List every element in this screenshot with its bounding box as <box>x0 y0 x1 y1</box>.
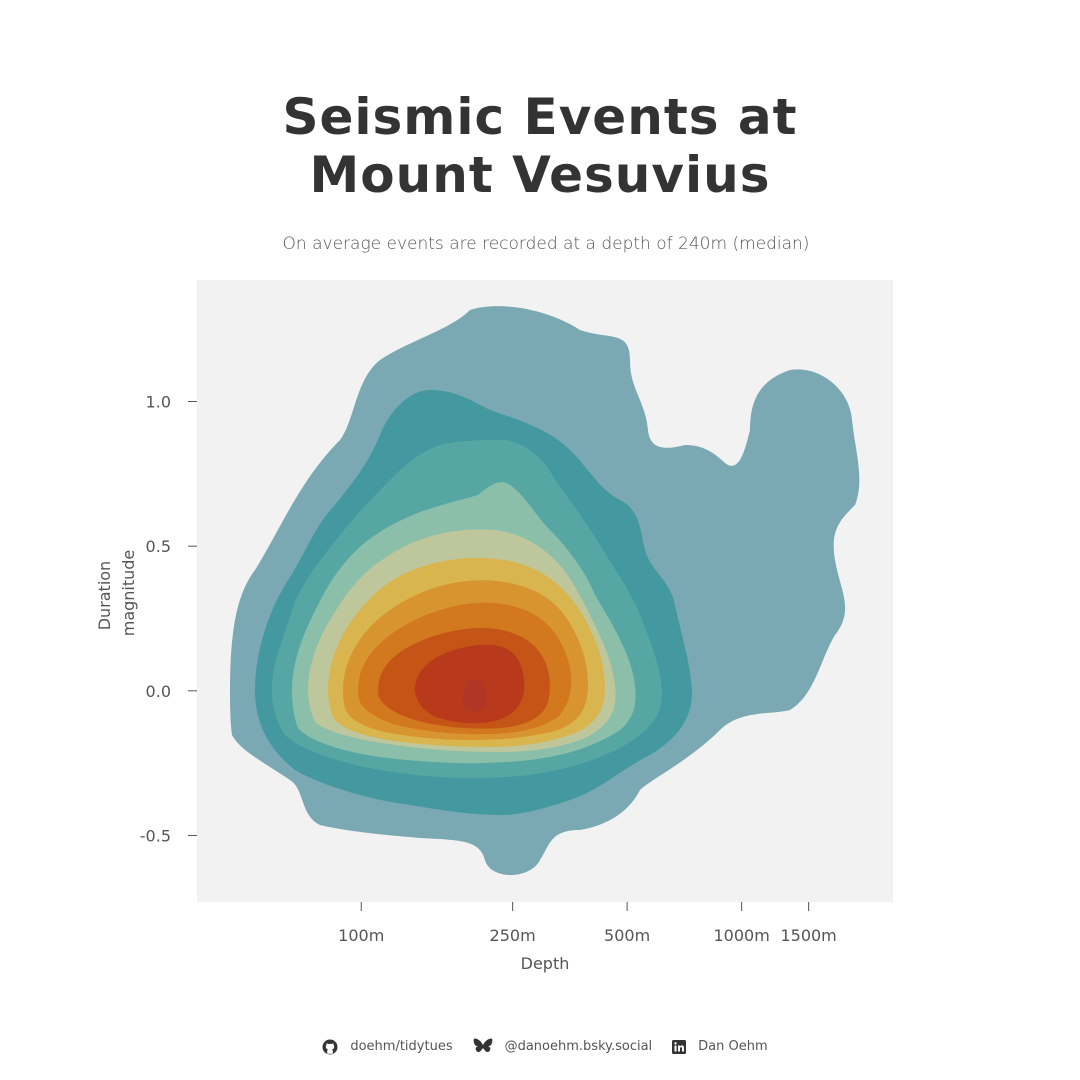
footer-linkedin[interactable]: Dan Oehm <box>672 1039 768 1054</box>
x-tick-label-4: 1500m <box>780 926 836 945</box>
x-tick-label-3: 1000m <box>713 926 769 945</box>
y-axis-title-line-1: Duration <box>95 561 114 631</box>
x-tick-label-2: 500m <box>604 926 650 945</box>
title-line-1: Seismic Events at <box>282 88 798 146</box>
linkedin-icon <box>672 1039 687 1054</box>
github-icon <box>322 1039 338 1054</box>
x-tick-label-0: 100m <box>338 926 384 945</box>
y-tick-label-0: 1.0 <box>146 393 171 412</box>
github-handle: doehm/tidytues <box>350 1039 453 1054</box>
footer: doehm/tidytues @danoehm.bsky.social Dan … <box>0 1038 1080 1055</box>
x-axis-title: Depth <box>521 954 570 973</box>
x-axis: 100m 250m 500m 1000m 1500m <box>338 902 837 945</box>
linkedin-name: Dan Oehm <box>698 1039 768 1054</box>
density-level-11 <box>462 678 487 712</box>
y-tick-label-1: 0.5 <box>146 537 171 556</box>
y-axis: 1.0 0.5 0.0 -0.5 <box>140 393 197 845</box>
density-contours <box>230 306 860 875</box>
footer-bluesky[interactable]: @danoehm.bsky.social <box>473 1038 653 1055</box>
y-axis-title-line-2: magnitude <box>119 550 138 637</box>
footer-github[interactable]: doehm/tidytues <box>322 1039 453 1055</box>
y-axis-title: Duration magnitude <box>95 550 138 637</box>
butterfly-icon <box>473 1038 492 1053</box>
chart-subtitle: On average events are recorded at a dept… <box>282 234 810 254</box>
y-tick-label-3: -0.5 <box>140 826 171 845</box>
bluesky-handle: @danoehm.bsky.social <box>504 1039 653 1054</box>
x-tick-label-1: 250m <box>490 926 536 945</box>
chart-title: Seismic Events at Mount Vesuvius <box>0 88 1080 204</box>
title-line-2: Mount Vesuvius <box>309 146 771 204</box>
density-chart: 1.0 0.5 0.0 -0.5 100m 250m 500m 1000m 1500m Dep… <box>95 280 893 973</box>
y-tick-label-2: 0.0 <box>146 682 171 701</box>
